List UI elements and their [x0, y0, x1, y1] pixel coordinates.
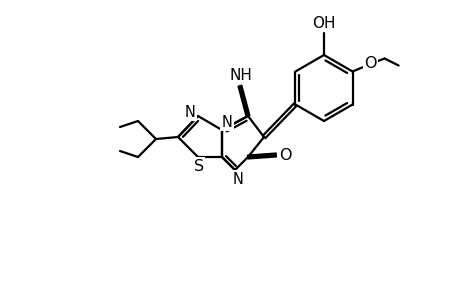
- Text: NH: NH: [229, 68, 252, 82]
- Text: N: N: [232, 172, 243, 187]
- Text: O: O: [364, 56, 376, 71]
- Text: N: N: [221, 115, 232, 130]
- Text: O: O: [278, 148, 291, 163]
- Text: N: N: [184, 104, 195, 119]
- Text: OH: OH: [312, 16, 335, 31]
- Text: S: S: [194, 158, 204, 173]
